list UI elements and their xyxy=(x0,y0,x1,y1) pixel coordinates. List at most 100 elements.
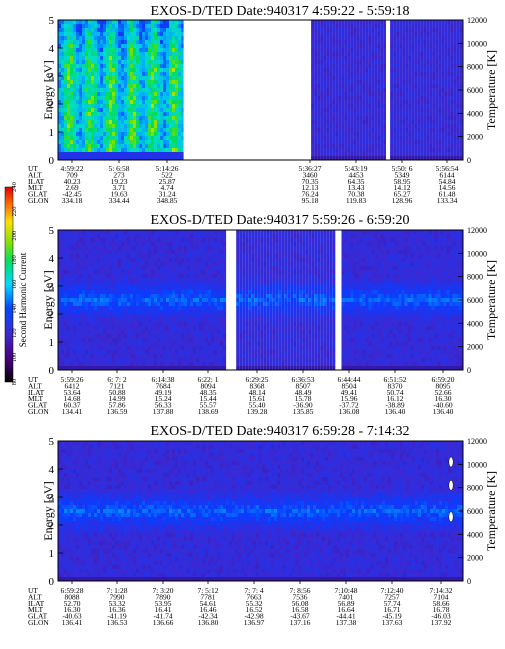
heatmap-cell xyxy=(160,56,163,60)
heatmap-cell xyxy=(127,32,130,36)
heatmap-cell xyxy=(115,56,118,60)
heatmap-cell xyxy=(181,40,184,44)
heatmap-cell xyxy=(365,112,369,116)
heatmap-cell xyxy=(154,270,157,274)
heatmap-cell xyxy=(380,64,384,68)
heatmap-cell xyxy=(163,128,166,132)
heatmap-cell xyxy=(70,302,73,306)
heatmap-cell xyxy=(344,40,348,44)
heatmap-cell xyxy=(121,124,124,128)
heatmap-cell xyxy=(459,148,463,152)
heatmap-cell xyxy=(344,88,348,92)
heatmap-cell xyxy=(64,72,67,76)
heatmap-cell xyxy=(172,48,175,52)
heatmap-cell xyxy=(115,230,118,234)
heatmap-cell xyxy=(139,338,142,342)
heatmap-cell xyxy=(396,88,400,92)
heatmap-cell xyxy=(133,96,136,100)
heatmap-cell xyxy=(453,20,457,24)
heatmap-cell xyxy=(127,234,130,238)
heatmap-cell xyxy=(175,140,178,144)
heatmap-cell xyxy=(61,80,64,84)
heatmap-cell xyxy=(142,56,145,60)
heatmap-cell xyxy=(73,144,76,148)
heatmap-cell xyxy=(187,334,190,338)
heatmap-cell xyxy=(426,80,430,84)
heatmap-cell xyxy=(329,80,333,84)
heatmap-cell xyxy=(73,120,76,124)
heatmap-cell xyxy=(181,302,184,306)
heatmap-cell xyxy=(139,148,142,152)
heatmap-cell xyxy=(76,338,79,342)
heatmap-cell xyxy=(326,112,330,116)
heatmap-cell xyxy=(124,116,127,120)
heatmap-cell xyxy=(118,156,121,160)
heatmap-cell xyxy=(359,104,363,108)
heatmap-cell xyxy=(166,44,169,48)
heatmap-cell xyxy=(67,310,70,314)
heatmap-cell xyxy=(88,350,91,354)
heatmap-cell xyxy=(166,290,169,294)
heatmap-cell xyxy=(447,108,451,112)
heatmap-cell xyxy=(335,108,339,112)
heatmap-cell xyxy=(405,88,409,92)
heatmap-cell xyxy=(172,286,175,290)
heatmap-cell xyxy=(444,92,448,96)
heatmap-cell xyxy=(103,100,106,104)
heatmap-cell xyxy=(103,278,106,282)
heatmap-cell xyxy=(100,278,103,282)
heatmap-cell xyxy=(374,40,378,44)
heatmap-cell xyxy=(82,20,85,24)
heatmap-cell xyxy=(380,120,384,124)
heatmap-cell xyxy=(118,338,121,342)
heatmap-cell xyxy=(67,148,70,152)
heatmap-cell xyxy=(411,132,415,136)
heatmap-cell xyxy=(97,28,100,32)
heatmap-cell xyxy=(408,28,412,32)
heatmap-cell xyxy=(399,112,403,116)
heatmap-cell xyxy=(145,72,148,76)
heatmap-cell xyxy=(347,28,351,32)
heatmap-cell xyxy=(124,44,127,48)
heatmap-cell xyxy=(417,104,421,108)
heatmap-cell xyxy=(175,48,178,52)
heatmap-cell xyxy=(175,250,178,254)
heatmap-cell xyxy=(405,80,409,84)
heatmap-cell xyxy=(169,28,172,32)
heatmap-cell xyxy=(175,84,178,88)
heatmap-cell xyxy=(383,108,386,112)
heatmap-cell xyxy=(58,366,61,370)
heatmap-cell xyxy=(154,144,157,148)
heatmap-cell xyxy=(73,266,76,270)
heatmap-cell xyxy=(163,330,166,334)
heatmap-cell xyxy=(341,152,345,156)
heatmap-cell xyxy=(317,32,321,36)
heatmap-cell xyxy=(70,366,73,370)
heatmap-cell xyxy=(58,44,61,48)
heatmap-cell xyxy=(121,36,124,40)
heatmap-cell xyxy=(85,96,88,100)
heatmap-cell xyxy=(172,152,175,156)
heatmap-cell xyxy=(362,144,366,148)
heatmap-cell xyxy=(73,322,76,326)
heatmap-cell xyxy=(115,334,118,338)
heatmap-cell xyxy=(444,104,448,108)
heatmap-cell xyxy=(67,116,70,120)
heatmap-cell xyxy=(112,334,115,338)
heatmap-cell xyxy=(139,104,142,108)
heatmap-cell xyxy=(136,156,139,160)
heatmap-cell xyxy=(169,266,172,270)
heatmap-cell xyxy=(58,116,61,120)
heatmap-cell xyxy=(73,104,76,108)
heatmap-cell xyxy=(115,48,118,52)
heatmap-cell xyxy=(145,132,148,136)
heatmap-cell xyxy=(76,354,79,358)
heatmap-cell xyxy=(196,330,199,334)
heatmap-cell xyxy=(64,334,67,338)
heatmap-cell xyxy=(91,128,94,132)
heatmap-cell xyxy=(124,72,127,76)
heatmap-cell xyxy=(335,84,339,88)
heatmap-cell xyxy=(130,362,133,366)
heatmap-cell xyxy=(169,124,172,128)
heatmap-cell xyxy=(453,68,457,72)
